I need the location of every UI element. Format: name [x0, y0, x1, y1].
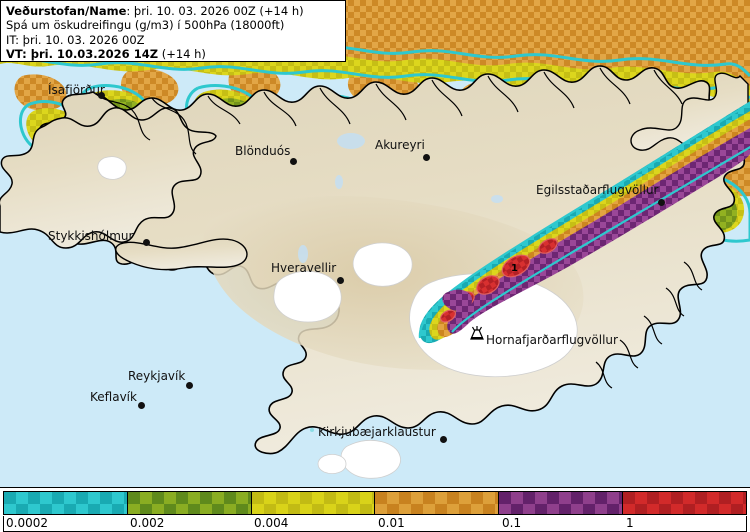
place-label-reykjavik: Reykjavík — [128, 369, 186, 383]
info-line-valid-time: VT: þri. 10.03.2026 14Z (+14 h) — [6, 47, 341, 61]
colorbar-ticks: 0.0002 0.002 0.004 0.01 0.1 1 — [3, 516, 747, 532]
place-label-isafjordur: Ísafjörður — [48, 83, 105, 97]
ash-patch-se — [442, 289, 473, 311]
place-dot-blonduos — [290, 158, 297, 165]
colorbar-tick-2: 0.004 — [254, 516, 289, 530]
colorbar-segment-5 — [622, 492, 746, 514]
info-valid-value: (+14 h) — [158, 47, 206, 62]
place-dot-isafjordur — [98, 92, 105, 99]
place-label-egilsstadarflugvollur: Egilsstaðarflugvöllur — [536, 183, 659, 197]
place-label-blonduos: Blönduós — [235, 144, 291, 158]
colorbar-segment-2 — [250, 492, 375, 514]
place-dot-kirkjubaejarklaustur — [440, 436, 447, 443]
info-line-name: Veðurstofan/Name: þri. 10. 03. 2026 00Z … — [6, 4, 341, 18]
info-line-description: Spá um öskudreifingu (g/m3) í 500hPa (18… — [6, 18, 285, 33]
info-valid-label: VT: þri. 10.03.2026 14Z — [6, 47, 159, 62]
colorbar-strip — [3, 491, 747, 515]
info-line-issue-time: IT: þri. 10. 03. 2026 00Z — [6, 32, 145, 47]
volcano-icon — [470, 326, 484, 340]
colorbar-segment-3 — [374, 492, 499, 514]
place-dot-egilsstadarflugvollur — [658, 199, 665, 206]
place-label-hornafjardarflugvollur: Hornafjarðarflugvöllur — [486, 333, 618, 347]
place-label-akureyri: Akureyri — [375, 138, 425, 152]
coastline-detail — [95, 67, 703, 389]
colorbar-tick-5: 1 — [626, 516, 634, 530]
forecast-info-box: Veðurstofan/Name: þri. 10. 03. 2026 00Z … — [0, 0, 346, 62]
map-graphics — [0, 0, 750, 479]
info-name-label: Veðurstofan/Name — [6, 4, 127, 18]
place-label-kirkjubaejarklaustur: Kirkjubæjarklaustur — [318, 425, 436, 439]
place-dot-akureyri — [423, 154, 430, 161]
contour-label-1: 1 — [511, 263, 518, 274]
colorbar-tick-1: 0.002 — [130, 516, 165, 530]
colorbar-legend: 0.0002 0.002 0.004 0.01 0.1 1 — [0, 487, 750, 532]
place-label-keflavik: Keflavík — [90, 390, 137, 404]
map-canvas[interactable]: Ísafjörður Blönduós Akureyri Stykkishólm… — [0, 0, 750, 487]
colorbar-tick-3: 0.01 — [378, 516, 405, 530]
place-dot-hveravellir — [337, 277, 344, 284]
colorbar-segment-0 — [4, 492, 127, 514]
place-dot-reykjavik — [186, 382, 193, 389]
place-dot-keflavik — [138, 402, 145, 409]
place-dot-stykkisholmur — [143, 239, 150, 246]
colorbar-segment-4 — [498, 492, 623, 514]
place-label-hveravellir: Hveravellir — [271, 261, 337, 275]
ash-plume-main — [418, 101, 750, 344]
colorbar-tick-4: 0.1 — [502, 516, 522, 530]
colorbar-tick-0: 0.0002 — [6, 516, 48, 530]
colorbar-segment-1 — [126, 492, 251, 514]
place-label-stykkisholmur: Stykkishólmur — [48, 229, 134, 243]
info-name-value: : þri. 10. 03. 2026 00Z (+14 h) — [126, 4, 304, 18]
